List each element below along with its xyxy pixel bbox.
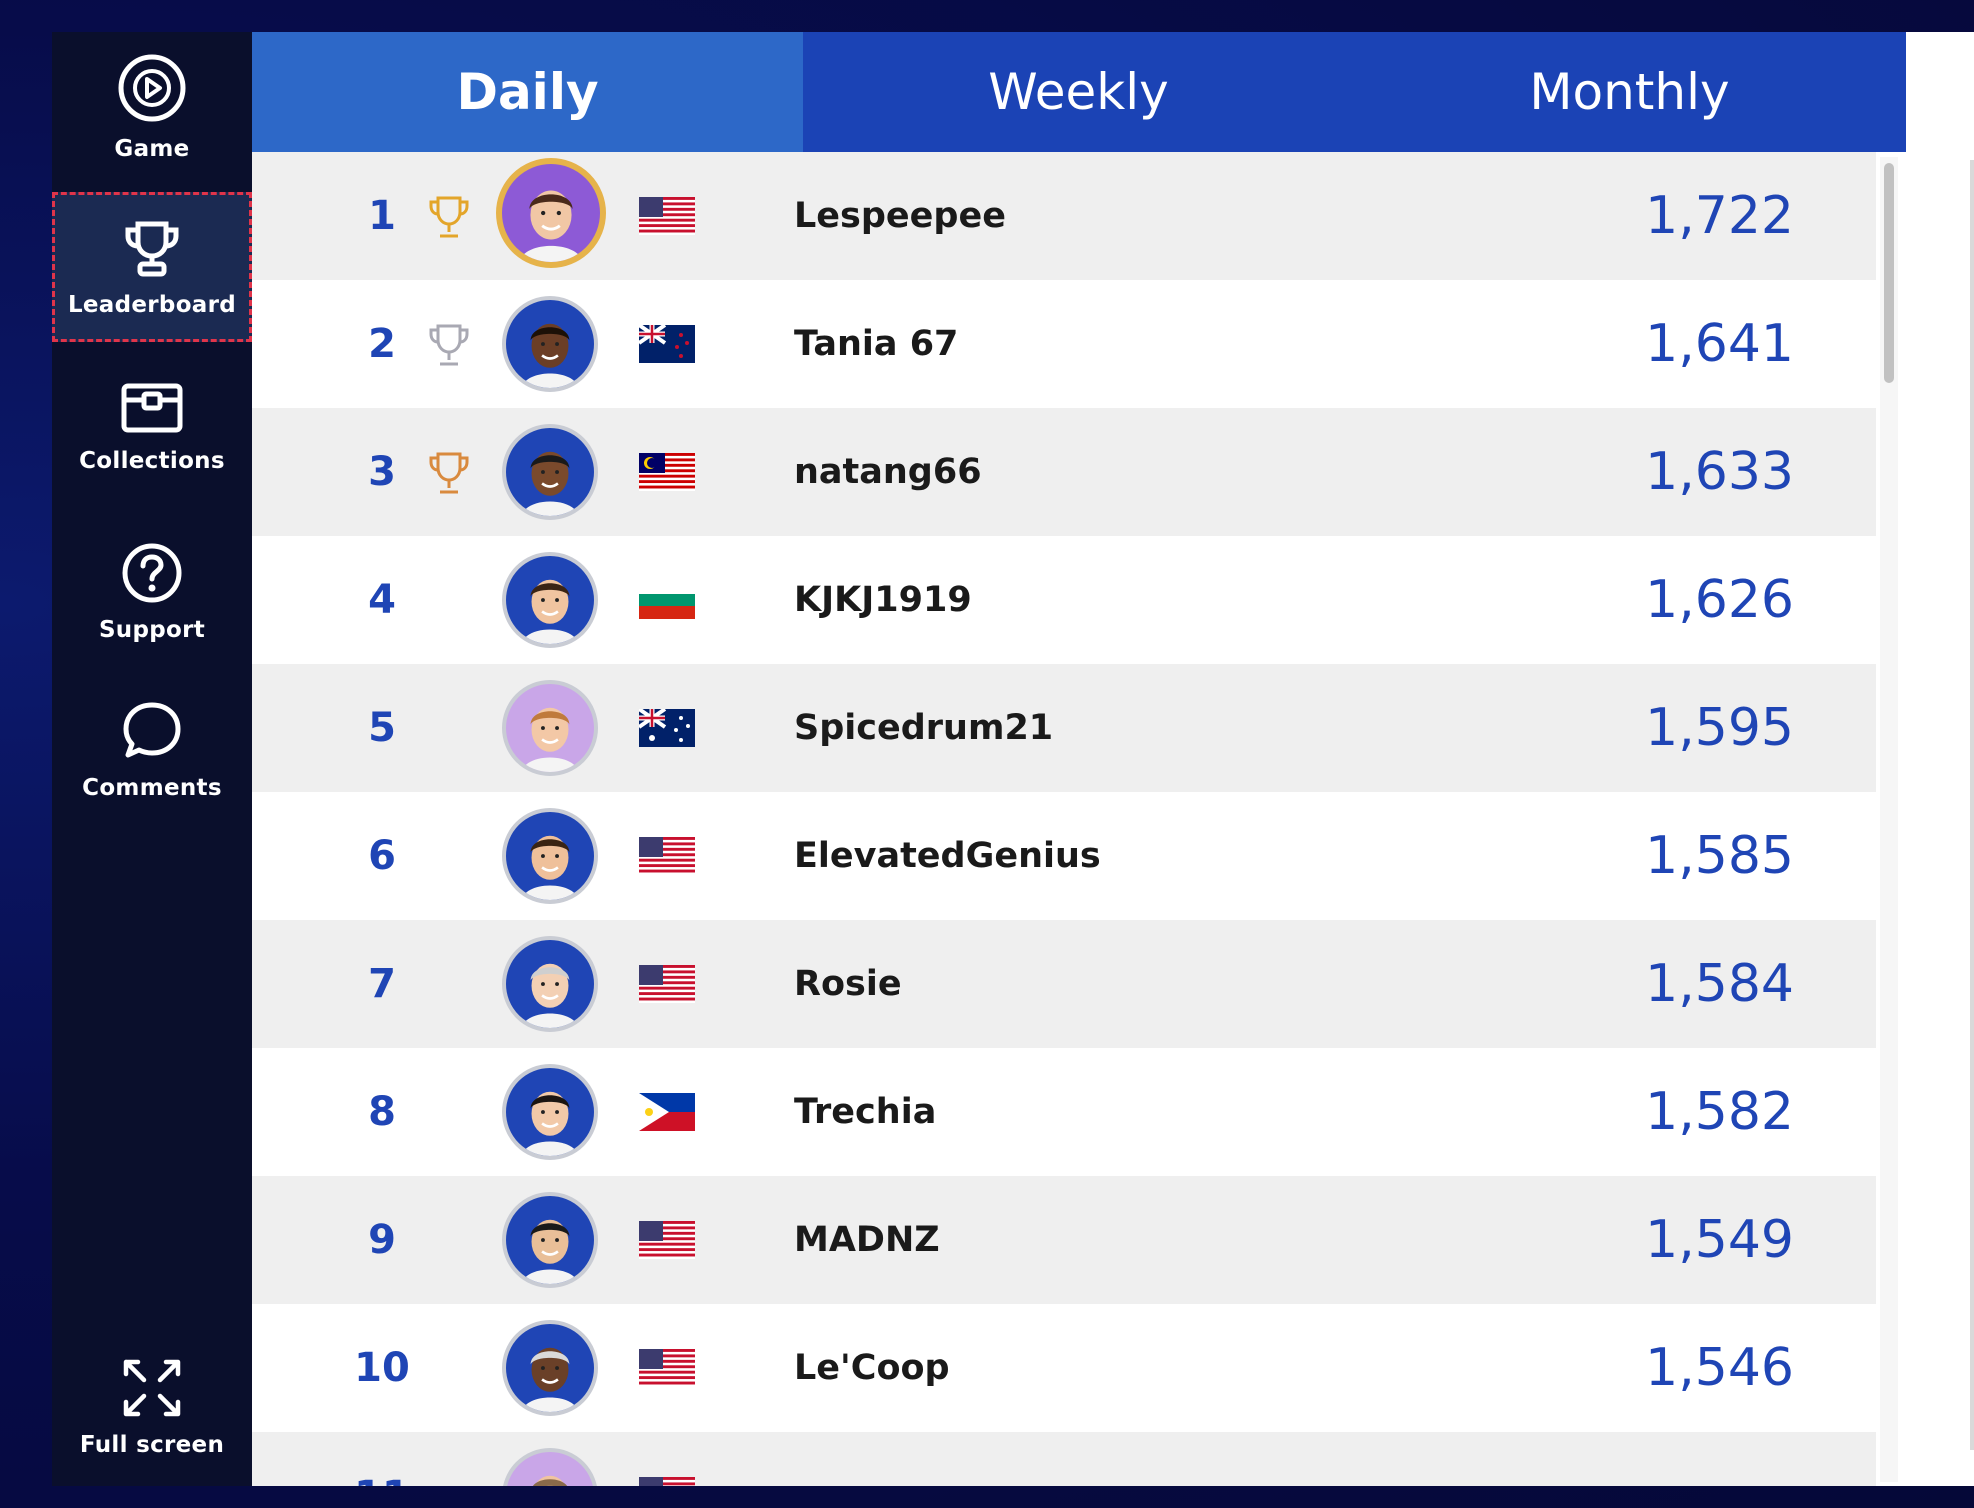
sidebar-item-label: Leaderboard <box>67 292 237 318</box>
rank-number: 1 <box>368 193 396 239</box>
scrollbar-thumb[interactable] <box>1884 163 1894 383</box>
sidebar-item-comments[interactable]: Comments <box>52 675 252 825</box>
table-row[interactable]: 2 Tania 67 1,641 <box>252 280 1876 408</box>
player-score: 1,641 <box>1645 314 1794 374</box>
player-name: Spicedrum21 <box>794 708 1054 748</box>
table-row[interactable]: 6 ElevatedGenius 1,585 <box>252 792 1876 920</box>
tab-daily[interactable]: Daily <box>252 32 803 152</box>
table-row[interactable]: 9 MADNZ 1,549 <box>252 1176 1876 1304</box>
country-flag-icon <box>639 1349 695 1387</box>
rank-number: 2 <box>368 321 396 367</box>
player-score: 1,595 <box>1645 698 1794 758</box>
player-name: KJKJ1919 <box>794 580 972 620</box>
sidebar-item-label: Game <box>114 136 190 162</box>
period-tabs: Daily Weekly Monthly <box>252 32 1906 152</box>
trophy-icon <box>120 216 184 280</box>
rank-number: 7 <box>368 961 396 1007</box>
avatar <box>502 1064 598 1160</box>
rank-number: 9 <box>368 1217 396 1263</box>
help-circle-icon <box>120 541 184 605</box>
player-name: Le'Coop <box>794 1348 950 1388</box>
player-name: natang66 <box>794 452 982 492</box>
table-row[interactable]: 10 Le'Coop 1,546 <box>252 1304 1876 1432</box>
player-name: MADNZ <box>794 1220 940 1260</box>
rank-number: 8 <box>368 1089 396 1135</box>
play-circle-icon <box>116 52 188 124</box>
country-flag-icon <box>639 965 695 1003</box>
country-flag-icon <box>639 1093 695 1131</box>
leaderboard-list[interactable]: 1 Lespeepee 1,722 2 Tania 67 1,641 3 natang66 1,… <box>252 152 1876 1486</box>
avatar <box>502 552 598 648</box>
player-score: 1,626 <box>1645 570 1794 630</box>
bronze-trophy-icon <box>424 448 474 502</box>
sidebar-item-collections[interactable]: Collections <box>52 352 252 502</box>
player-name: Tania 67 <box>794 324 959 364</box>
country-flag-icon <box>639 197 695 235</box>
gold-trophy-icon <box>424 192 474 246</box>
rank-number: 5 <box>368 705 396 751</box>
rank-number: 11 <box>332 1432 432 1486</box>
avatar <box>502 1448 598 1486</box>
sidebar-item-label: Collections <box>79 448 225 474</box>
table-row[interactable]: 1 Lespeepee 1,722 <box>252 152 1876 280</box>
avatar <box>502 1192 598 1288</box>
table-row[interactable]: 8 Trechia 1,582 <box>252 1048 1876 1176</box>
table-row[interactable]: 5 Spicedrum21 1,595 <box>252 664 1876 792</box>
avatar <box>502 1320 598 1416</box>
avatar <box>502 936 598 1032</box>
table-row[interactable]: 11 <box>252 1432 1876 1486</box>
tab-weekly[interactable]: Weekly <box>988 63 1169 121</box>
table-row[interactable]: 7 Rosie 1,584 <box>252 920 1876 1048</box>
sidebar-item-label: Comments <box>82 775 222 801</box>
player-score: 1,585 <box>1645 826 1794 886</box>
chest-icon <box>120 380 184 436</box>
sidebar-item-game[interactable]: Game <box>52 32 252 182</box>
rank-number: 6 <box>368 833 396 879</box>
player-name: Lespeepee <box>794 196 1006 236</box>
table-row[interactable]: 3 natang66 1,633 <box>252 408 1876 536</box>
fullscreen-label: Full screen <box>79 1432 225 1458</box>
tab-monthly[interactable]: Monthly <box>1529 63 1730 121</box>
country-flag-icon <box>639 581 695 619</box>
sidebar: Game Leaderboard Collections Support Com… <box>52 32 252 1486</box>
silver-trophy-icon <box>424 320 474 374</box>
sidebar-item-support[interactable]: Support <box>52 517 252 667</box>
player-score: 1,633 <box>1645 442 1794 502</box>
sidebar-item-label: Support <box>98 617 206 643</box>
player-name: Rosie <box>794 964 902 1004</box>
avatar <box>502 424 598 520</box>
avatar <box>502 808 598 904</box>
avatar <box>502 680 598 776</box>
country-flag-icon <box>639 1221 695 1259</box>
player-score: 1,549 <box>1645 1210 1794 1270</box>
player-name: Trechia <box>794 1092 937 1132</box>
sidebar-item-leaderboard[interactable]: Leaderboard <box>52 192 252 342</box>
expand-arrows-icon <box>120 1356 184 1420</box>
player-score: 1,722 <box>1645 186 1794 246</box>
right-edge <box>1906 32 1974 1486</box>
leaderboard-panel: Daily Weekly Monthly 1 Lespeepee 1,722 2 Tan… <box>252 32 1906 1486</box>
player-score: 1,582 <box>1645 1082 1794 1142</box>
rank-number: 10 <box>354 1345 410 1391</box>
player-score: 1,584 <box>1645 954 1794 1014</box>
rank-number: 4 <box>368 577 396 623</box>
table-row[interactable]: 4 KJKJ1919 1,626 <box>252 536 1876 664</box>
chat-bubble-icon <box>120 699 184 763</box>
divider <box>1970 160 1974 1450</box>
fullscreen-button[interactable]: Full screen <box>52 1332 252 1482</box>
country-flag-icon <box>639 837 695 875</box>
country-flag-icon <box>639 453 695 491</box>
scrollbar[interactable] <box>1880 157 1898 1482</box>
country-flag-icon <box>639 709 695 747</box>
player-name: ElevatedGenius <box>794 836 1101 876</box>
avatar <box>496 158 606 268</box>
avatar <box>502 296 598 392</box>
player-score: 1,546 <box>1645 1338 1794 1398</box>
country-flag-icon <box>639 1477 695 1486</box>
country-flag-icon <box>639 325 695 363</box>
rank-number: 3 <box>368 449 396 495</box>
